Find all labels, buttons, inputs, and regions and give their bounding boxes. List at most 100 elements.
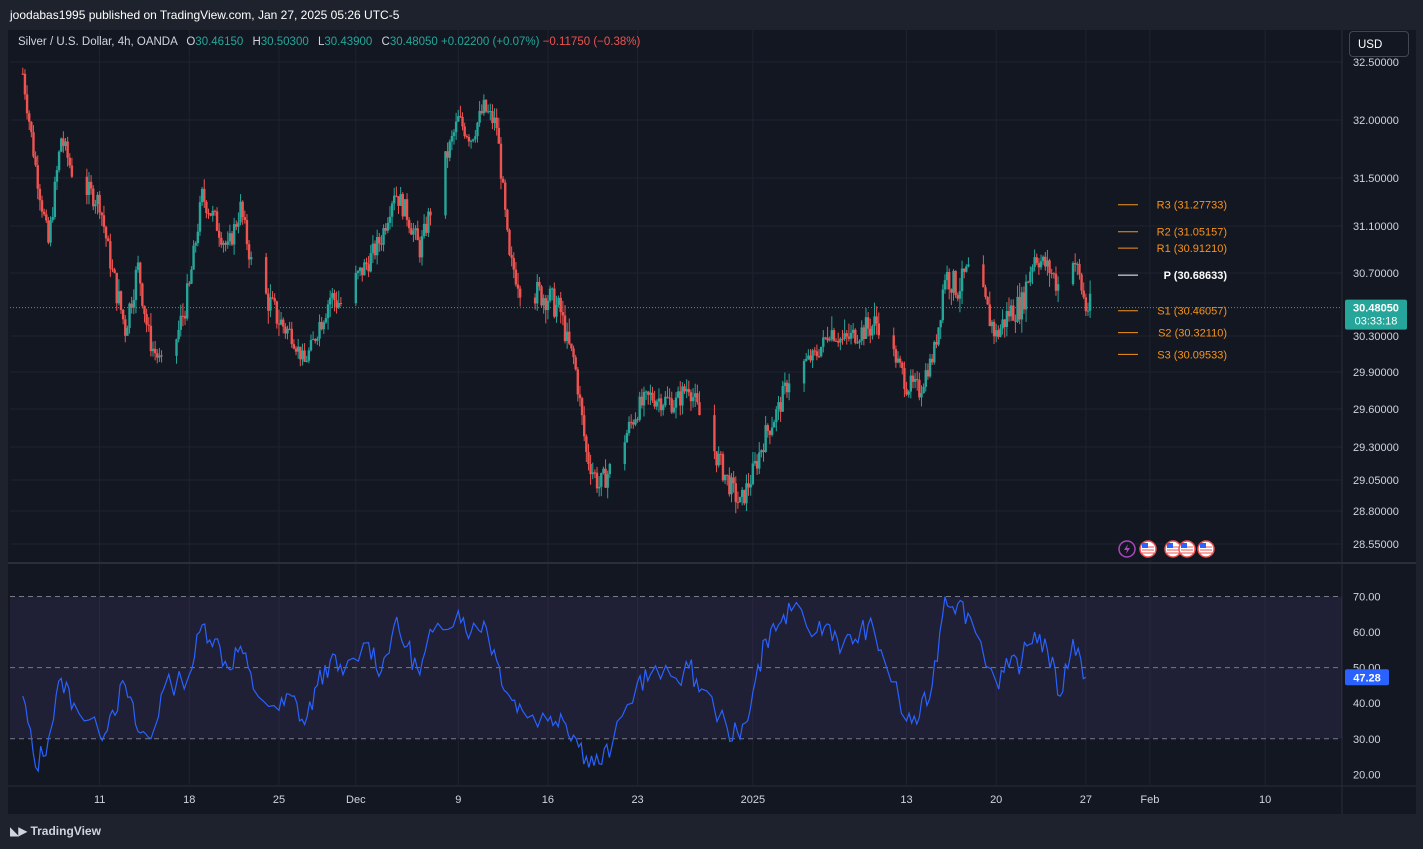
candle-body xyxy=(847,336,851,339)
candle-body xyxy=(51,217,54,221)
candle-body xyxy=(489,111,492,113)
time-tick-label: 23 xyxy=(631,794,643,806)
lightning-icon[interactable] xyxy=(1118,540,1136,558)
candle-body xyxy=(209,213,212,216)
candle-body xyxy=(179,315,182,330)
us-flag-icon[interactable] xyxy=(1178,540,1196,558)
candle-body xyxy=(681,386,684,406)
candle-body xyxy=(446,151,449,158)
candle-body xyxy=(288,328,291,330)
candle-body xyxy=(109,241,112,269)
candle-body xyxy=(926,370,930,377)
candle-body xyxy=(632,422,635,425)
candle-body xyxy=(228,233,232,242)
us-flag-icon[interactable] xyxy=(1164,540,1182,558)
candle-body xyxy=(984,287,987,297)
candle-body xyxy=(802,360,806,384)
candle-body xyxy=(952,270,955,293)
candle-body xyxy=(770,427,774,435)
candle-body xyxy=(670,398,673,413)
us-flag-icon[interactable] xyxy=(1197,540,1215,558)
candle-body xyxy=(459,116,462,118)
candle-body xyxy=(194,243,197,246)
candle-body xyxy=(1039,261,1043,268)
candle-body xyxy=(740,489,744,497)
candle-body xyxy=(538,281,541,287)
candle-body xyxy=(62,138,65,146)
candle-body xyxy=(143,305,146,314)
footer-bar xyxy=(0,814,1423,849)
candle-body xyxy=(448,141,451,158)
candle-body xyxy=(47,220,50,243)
candle-body xyxy=(147,324,150,326)
candle-body xyxy=(356,271,360,273)
candle-body xyxy=(913,379,917,382)
candle-body xyxy=(358,267,362,272)
candle-body xyxy=(555,304,558,317)
candle-body xyxy=(1088,293,1092,311)
candle-body xyxy=(232,224,236,245)
candle-body xyxy=(676,391,680,398)
candle-body xyxy=(772,422,776,428)
currency-button[interactable]: USD xyxy=(1349,31,1409,57)
candle-body xyxy=(809,355,812,361)
candle-body xyxy=(518,288,522,298)
candle-body xyxy=(399,194,402,206)
candle-body xyxy=(574,357,577,370)
candle-body xyxy=(401,194,404,217)
candle-body xyxy=(412,230,415,235)
publisher-bar: joodabas1995 published on TradingView.co… xyxy=(0,0,1423,30)
candle-body xyxy=(568,331,571,344)
candle-body xyxy=(1005,311,1009,327)
candle-body xyxy=(403,199,407,217)
candle-body xyxy=(1076,263,1079,265)
candle-body xyxy=(136,262,140,270)
candle-body xyxy=(768,430,772,435)
candle-body xyxy=(578,394,582,399)
candle-body xyxy=(324,318,328,323)
candle-body xyxy=(580,398,584,416)
candle-body xyxy=(271,297,274,299)
candle-body xyxy=(250,257,253,260)
candle-body xyxy=(222,242,225,245)
candle-body xyxy=(760,450,763,453)
candle-body xyxy=(414,228,417,231)
candle-body xyxy=(1037,263,1041,268)
event-icons xyxy=(1118,540,1215,558)
candle-body xyxy=(141,283,144,306)
candle-body xyxy=(454,121,458,133)
us-flag-icon[interactable] xyxy=(1139,540,1157,558)
candle-body xyxy=(636,419,639,421)
candle-body xyxy=(747,483,750,488)
candle-body xyxy=(892,335,895,350)
candle-body xyxy=(373,243,377,256)
candle-body xyxy=(410,228,413,235)
candle-body xyxy=(299,346,302,360)
candle-body xyxy=(354,272,358,304)
candle-body xyxy=(32,132,35,157)
candle-body xyxy=(1020,292,1024,320)
flag-canton xyxy=(1142,543,1148,548)
candle-body xyxy=(1014,320,1017,322)
rsi-tick-label: 70.00 xyxy=(1353,591,1381,603)
candle-body xyxy=(200,188,204,203)
candle-body xyxy=(60,138,63,152)
candle-body xyxy=(224,242,227,245)
candle-body xyxy=(53,181,57,218)
pivot-label: R2 (31.05157) xyxy=(1157,227,1227,239)
candle-body xyxy=(463,126,466,137)
candle-body xyxy=(634,419,637,425)
candle-body xyxy=(64,141,67,146)
candle-body xyxy=(267,293,270,311)
candle-body xyxy=(286,328,289,334)
candle-body xyxy=(1029,271,1032,283)
candle-body xyxy=(314,339,317,341)
candle-body xyxy=(57,151,61,171)
candle-body xyxy=(181,315,185,317)
candle-body xyxy=(119,291,123,310)
candle-body xyxy=(565,331,569,342)
candle-body xyxy=(326,304,330,319)
price-tick-label: 30.30000 xyxy=(1353,331,1399,343)
rsi-tick-label: 30.00 xyxy=(1353,734,1381,746)
